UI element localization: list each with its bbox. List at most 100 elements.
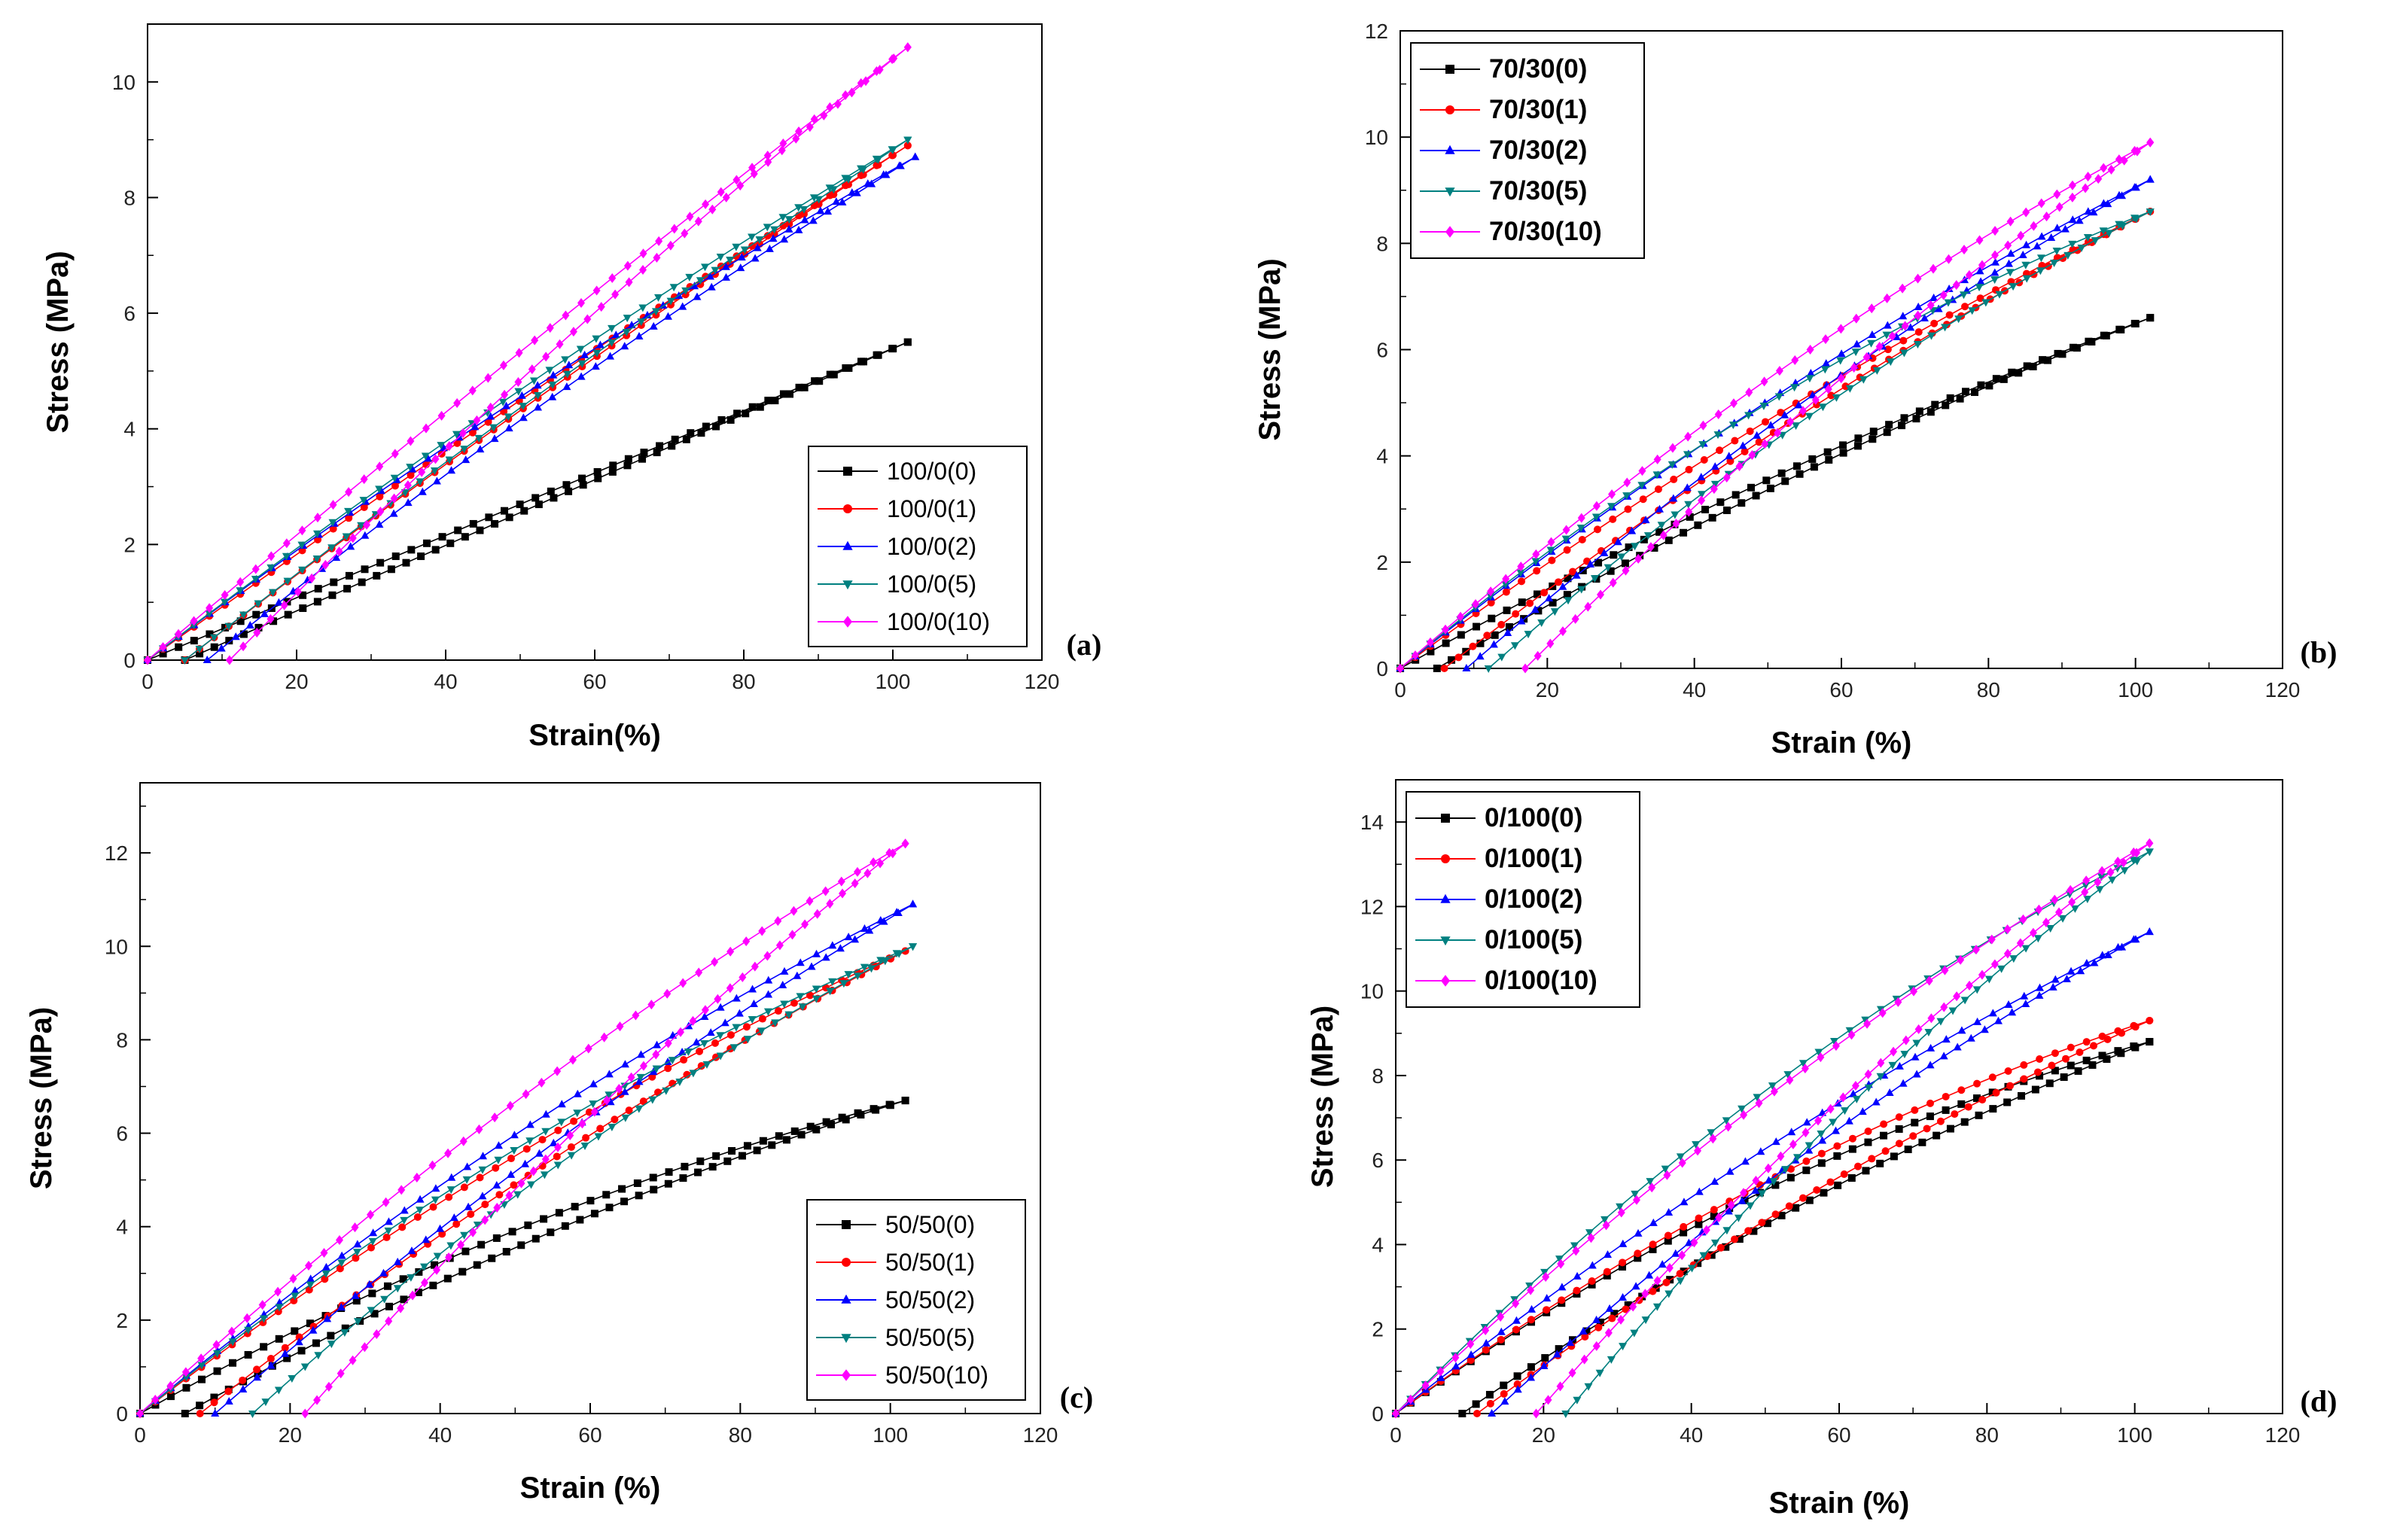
legend-entry: 70/30(2): [1489, 135, 1587, 165]
data-point: [430, 467, 439, 475]
x-tick-label: 40: [1683, 678, 1706, 702]
data-point: [2021, 1000, 2030, 1008]
data-point: [1977, 381, 1985, 389]
data-point: [1607, 567, 1615, 575]
data-point: [736, 263, 745, 272]
data-point: [365, 1280, 374, 1288]
panel-label: (c): [1060, 1380, 1093, 1414]
data-point: [1798, 1194, 1807, 1202]
data-point: [380, 1295, 389, 1304]
y-tick-label: 0: [116, 1402, 128, 1426]
data-point: [520, 507, 528, 515]
data-point: [212, 1340, 221, 1350]
data-point: [533, 381, 542, 389]
data-point: [716, 254, 725, 262]
data-point: [1912, 415, 1920, 423]
data-point: [203, 656, 212, 663]
data-point: [473, 1221, 482, 1229]
data-point: [733, 409, 742, 418]
data-point: [1746, 1202, 1755, 1210]
data-point: [1756, 1147, 1765, 1155]
data-point: [771, 1019, 780, 1027]
data-point: [1925, 975, 1933, 986]
data-point: [1940, 1002, 1948, 1012]
data-point: [492, 1234, 501, 1242]
data-point: [857, 1110, 865, 1118]
series-line: [139, 945, 913, 1414]
data-point: [2033, 1068, 2042, 1076]
data-point: [548, 392, 557, 400]
data-point: [1676, 1153, 1685, 1161]
data-point: [561, 1222, 569, 1230]
legend-marker: [1445, 187, 1455, 197]
data-point: [794, 204, 803, 212]
legend: 0/100(0)0/100(1)0/100(2)0/100(5)0/100(10…: [1406, 791, 1640, 1008]
data-point: [375, 520, 384, 528]
data-point: [1392, 1408, 1399, 1419]
data-point: [463, 1162, 472, 1170]
legend-entry: 70/30(1): [1489, 95, 1587, 124]
data-point: [538, 1077, 546, 1088]
data-point: [2063, 251, 2073, 260]
x-axis-title: Strain (%): [1769, 1487, 1910, 1520]
data-point: [1503, 628, 1512, 636]
data-point: [654, 294, 663, 302]
data-point: [519, 413, 528, 422]
x-axis-title: Strain(%): [528, 719, 661, 752]
data-point: [1688, 1265, 1697, 1273]
data-point: [2042, 918, 2050, 928]
data-point: [501, 389, 509, 400]
data-point: [2044, 356, 2052, 364]
data-point: [577, 372, 586, 380]
data-point: [2036, 1055, 2044, 1063]
data-point: [1433, 665, 1441, 672]
data-point: [2081, 881, 2090, 890]
data-point: [1756, 1181, 1765, 1189]
data-point: [2068, 180, 2076, 190]
data-point: [1960, 997, 1969, 1005]
data-point: [529, 377, 538, 385]
data-point: [1854, 434, 1862, 443]
data-point: [422, 539, 431, 547]
data-point: [476, 526, 484, 534]
data-point: [580, 350, 589, 358]
data-point: [2068, 192, 2076, 202]
data-point: [732, 1024, 741, 1032]
data-point: [1869, 428, 1878, 436]
data-point: [640, 449, 648, 457]
data-point: [1634, 553, 1643, 564]
data-point: [337, 1251, 346, 1259]
data-point: [1563, 591, 1571, 599]
data-point: [1488, 1409, 1497, 1417]
data-point: [1825, 455, 1833, 464]
data-point: [681, 287, 690, 295]
x-tick-label: 60: [1829, 678, 1853, 702]
data-point: [909, 943, 918, 951]
data-point: [1710, 1177, 1719, 1185]
data-point: [1755, 1098, 1763, 1109]
data-point: [337, 1368, 345, 1379]
data-point: [2097, 873, 2106, 881]
data-point: [653, 1088, 662, 1097]
data-point: [1699, 1252, 1708, 1260]
data-point: [553, 1066, 562, 1076]
data-point: [625, 277, 633, 288]
data-point: [890, 53, 898, 64]
data-point: [1631, 543, 1640, 551]
data-point: [775, 940, 784, 951]
y-tick-label: 10: [112, 71, 136, 94]
data-point: [306, 1319, 314, 1328]
data-point: [498, 398, 507, 406]
data-point: [1540, 1268, 1549, 1277]
data-point: [863, 868, 872, 878]
data-point: [460, 446, 469, 454]
data-point: [1761, 418, 1769, 426]
data-point: [1619, 1263, 1627, 1271]
data-point: [447, 466, 456, 474]
data-point: [1623, 477, 1631, 488]
data-point: [1622, 1305, 1630, 1313]
data-point: [1573, 1286, 1581, 1295]
data-point: [1641, 1289, 1649, 1299]
data-point: [2070, 905, 2079, 913]
data-point: [525, 1137, 535, 1146]
